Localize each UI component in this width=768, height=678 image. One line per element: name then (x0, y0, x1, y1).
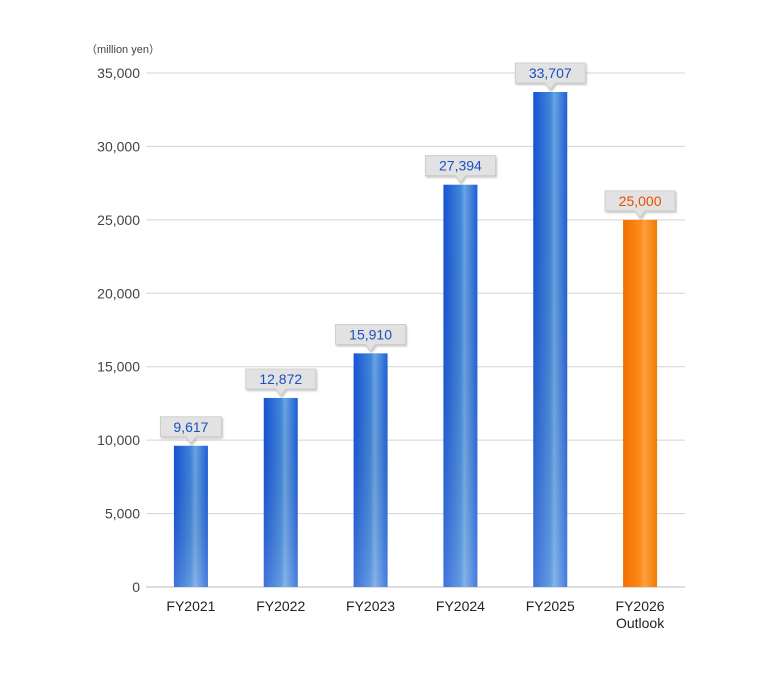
value-callout (604, 190, 676, 219)
y-tick-label: 10,000 (97, 432, 140, 448)
bar (263, 397, 298, 587)
data-label: 25,000 (619, 193, 662, 209)
bar (353, 353, 388, 587)
x-tick-label: FY2025 (526, 598, 575, 614)
y-tick-label: 20,000 (97, 285, 140, 301)
x-tick-label: FY2024 (436, 598, 485, 614)
x-tick-label: FY2026 (616, 598, 665, 614)
y-tick-label: 30,000 (97, 138, 140, 154)
value-callout (335, 323, 406, 353)
y-tick-label: 35,000 (97, 65, 140, 81)
value-callout (245, 368, 317, 397)
bar (173, 445, 208, 587)
y-tick-label: 0 (132, 579, 140, 595)
bar (533, 91, 568, 587)
y-axis-unit-label: （million yen） (86, 43, 160, 56)
value-callout (160, 416, 222, 445)
data-label: 15,910 (349, 326, 392, 342)
x-tick-label: Outlook (616, 615, 665, 631)
data-label: 27,394 (439, 158, 482, 174)
x-tick-label: FY2021 (166, 598, 215, 614)
bar (443, 184, 478, 588)
data-label: 33,707 (529, 65, 572, 81)
value-callout (514, 62, 586, 91)
x-tick-label: FY2022 (256, 598, 305, 614)
bar-outlook (623, 219, 658, 587)
value-callout (425, 155, 496, 184)
y-tick-label: 15,000 (97, 359, 140, 375)
y-tick-label: 25,000 (97, 212, 140, 228)
y-tick-label: 5,000 (105, 506, 140, 522)
x-tick-label: FY2023 (346, 598, 395, 614)
data-label: 9,617 (173, 419, 208, 435)
data-label: 12,872 (259, 371, 302, 387)
